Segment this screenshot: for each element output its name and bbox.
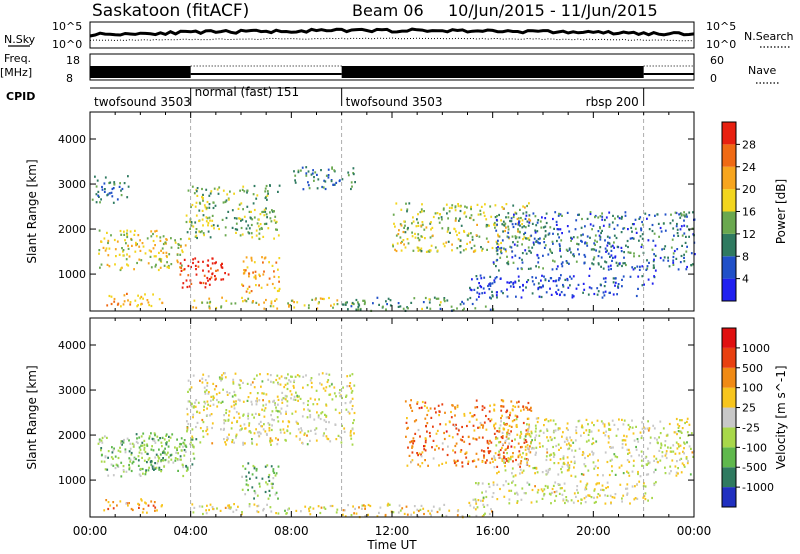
plot-frame: [89, 317, 695, 518]
colorbar-label: Velocity [m s^-1]: [774, 365, 788, 469]
x-tick-label: 08:00: [274, 524, 309, 538]
colorbar-label: Power [dB]: [774, 179, 788, 244]
colorbar-tick-label: 1000: [742, 342, 770, 355]
colorbar-segment: [722, 447, 736, 468]
y-tick-label: 4000: [58, 133, 86, 146]
date-range: 10/Jun/2015 - 11/Jun/2015: [448, 1, 658, 20]
colorbar-segment: [722, 144, 736, 167]
x-tick-label: 00:00: [73, 524, 108, 538]
colorbar-segment: [722, 211, 736, 234]
n-sky-panel: [89, 21, 695, 49]
colorbar-segment: [722, 407, 736, 428]
colorbar-tick-label: 28: [742, 138, 756, 151]
colorbar-tick-label: -25: [742, 421, 760, 434]
x-tick-label: 20:00: [576, 524, 611, 538]
freq-label: Freq.: [4, 52, 31, 65]
colorbar-tick-label: 24: [742, 161, 756, 174]
freq-block: [90, 66, 191, 78]
nave-tick-lo: 0: [710, 72, 717, 85]
colorbar-segment: [722, 189, 736, 212]
colorbar-tick-label: 12: [742, 228, 756, 241]
cpid-segment-label: twofsound 3503: [94, 95, 191, 109]
colorbar-tick-label: 500: [742, 362, 763, 375]
x-tick-label: 12:00: [375, 524, 410, 538]
colorbar-segment: [722, 278, 736, 301]
y-axis-label: Slant Range [km]: [25, 365, 39, 469]
colorbar-tick-label: -100: [742, 441, 767, 454]
nave-label: Nave: [748, 64, 776, 77]
search-tick-lo: 10^0: [706, 38, 736, 51]
n-sky-series: [89, 27, 695, 38]
colorbar-segment: [722, 347, 736, 368]
colorbar-segment: [722, 467, 736, 488]
colorbar-segment: [722, 487, 736, 507]
colorbar-tick-label: 100: [742, 382, 763, 395]
x-tick-label: 04:00: [173, 524, 208, 538]
power-panel: 1000 2000 3000 4000 Slant Range [km] 4 8 12 16 20…: [25, 111, 788, 312]
chart-title: Saskatoon (fitACF): [92, 1, 249, 21]
beam-label: Beam 06: [352, 1, 424, 20]
colorbar-segment: [722, 427, 736, 448]
y-tick-label: 2000: [58, 429, 86, 442]
colorbar-tick-label: 8: [742, 250, 749, 263]
cpid-segment-label: normal (fast) 151: [195, 85, 299, 99]
cpid-segment-label: rbsp 200: [586, 95, 639, 109]
velocity-panel: 1000 2000 3000 4000 Slant Range [km] 00:00 04:…: [25, 317, 788, 552]
scatter-cells: [91, 166, 696, 312]
n-search-label: N.Search: [744, 30, 794, 43]
colorbar: 4 8 12 16 20 24 28 Power [dB]: [721, 121, 788, 302]
colorbar-segment: [722, 367, 736, 388]
colorbar-tick-label: -500: [742, 461, 767, 474]
n-sky-label: N.Sky: [4, 33, 36, 46]
freq-series: [90, 65, 694, 78]
freq-tick-lo: 8: [66, 72, 73, 85]
x-tick-label: 16:00: [475, 524, 510, 538]
y-axis-label: Slant Range [km]: [25, 159, 39, 263]
plot-frame: [89, 111, 695, 312]
colorbar-tick-label: 20: [742, 183, 756, 196]
n-search-series: [89, 37, 695, 42]
cpid-label: CPID: [6, 90, 35, 103]
colorbar-segment: [722, 233, 736, 257]
colorbar-segment: [722, 166, 736, 190]
colorbar-segment: [722, 328, 736, 348]
freq-block: [341, 66, 644, 78]
cpid-segment-label: twofsound 3503: [346, 95, 443, 109]
y-tick-label: 2000: [58, 223, 86, 236]
y-tick-label: 1000: [58, 268, 86, 281]
colorbar-tick-label: 4: [742, 273, 749, 286]
x-tick-label: 00:00: [677, 524, 712, 538]
cpid-segments: twofsound 3503 normal (fast) 151 twofsound…: [94, 85, 645, 109]
colorbar-tick-label: -1000: [742, 481, 774, 494]
y-tick-label: 3000: [58, 384, 86, 397]
freq-tick-hi: 18: [66, 54, 80, 67]
search-tick-hi: 10^5: [706, 20, 736, 33]
colorbar-segment: [722, 122, 736, 145]
sky-tick-hi: 10^5: [52, 20, 82, 33]
colorbar-tick-label: 16: [742, 206, 756, 219]
colorbar-segment: [722, 387, 736, 408]
scatter-cells: [97, 372, 695, 519]
x-axis-label: Time UT: [366, 538, 417, 552]
nave-tick-hi: 60: [710, 54, 724, 67]
y-tick-label: 3000: [58, 178, 86, 191]
colorbar-segment: [722, 256, 736, 279]
colorbar-tick-label: 25: [742, 402, 756, 415]
y-tick-label: 1000: [58, 474, 86, 487]
sky-tick-lo: 10^0: [52, 38, 82, 51]
y-tick-label: 4000: [58, 339, 86, 352]
freq-unit: [MHz]: [0, 66, 32, 79]
